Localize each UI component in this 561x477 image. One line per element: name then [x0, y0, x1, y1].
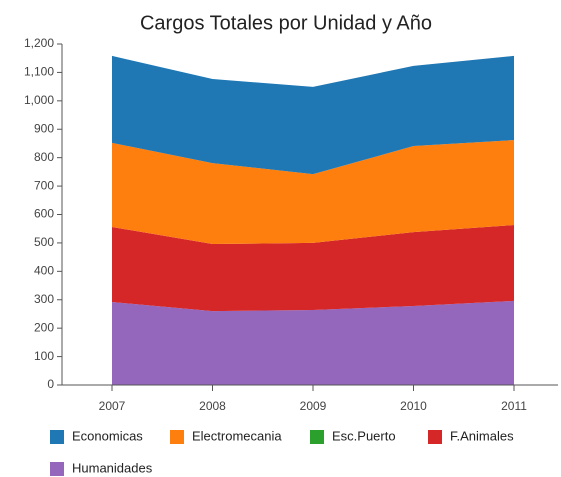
x-tick-label: 2010 [400, 399, 427, 413]
x-tick-label: 2009 [300, 399, 327, 413]
area [112, 225, 514, 312]
y-tick-label: 700 [34, 178, 54, 192]
x-tick-label: 2007 [99, 399, 126, 413]
legend-label: F.Animales [450, 428, 514, 443]
y-tick-label: 300 [34, 292, 54, 306]
legend-swatch [50, 462, 64, 476]
y-tick-label: 100 [34, 349, 54, 363]
x-tick-label: 2008 [199, 399, 226, 413]
area [112, 140, 514, 245]
legend-label: Humanidades [72, 460, 153, 475]
y-tick-label: 500 [34, 235, 54, 249]
y-tick-label: 200 [34, 320, 54, 334]
area [112, 55, 514, 175]
legend-label: Electromecania [192, 428, 282, 443]
y-tick-label: 600 [34, 207, 54, 221]
y-tick-label: 0 [47, 377, 54, 391]
chart-title: Cargos Totales por Unidad y Año [140, 12, 432, 34]
legend-swatch [170, 430, 184, 444]
y-tick-label: 1,200 [24, 36, 54, 50]
legend-label: Economicas [72, 428, 143, 443]
legend-label: Esc.Puerto [332, 428, 396, 443]
legend-swatch [428, 430, 442, 444]
legend-swatch [50, 430, 64, 444]
x-tick-label: 2011 [501, 399, 527, 413]
y-tick-label: 1,100 [24, 65, 54, 79]
y-tick-label: 400 [34, 264, 54, 278]
y-tick-label: 800 [34, 150, 54, 164]
y-tick-label: 900 [34, 121, 54, 135]
legend-swatch [310, 430, 324, 444]
area [112, 300, 514, 385]
y-tick-label: 1,000 [24, 93, 54, 107]
